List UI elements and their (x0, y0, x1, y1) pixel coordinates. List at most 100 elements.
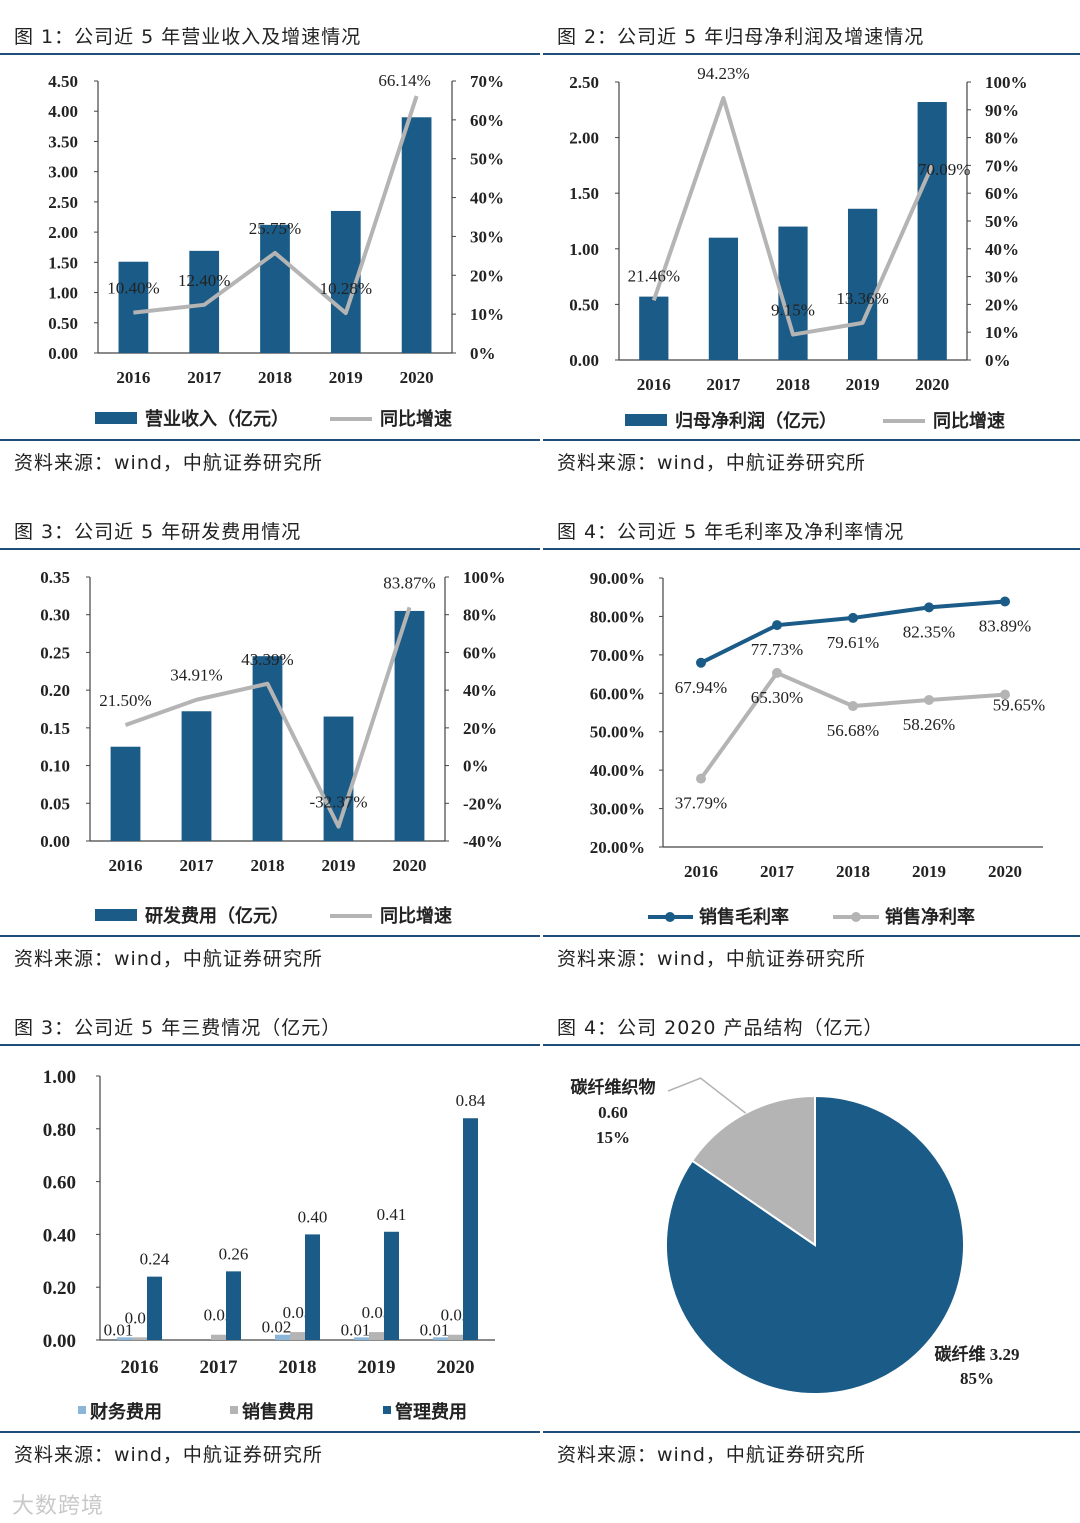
data-label: 67.94% (675, 678, 727, 697)
y2-tick-label: 0% (470, 344, 496, 363)
bar (708, 237, 739, 360)
y2-tick-label: -20% (463, 794, 503, 813)
y-tick-label: 0.00 (569, 351, 599, 370)
y2-tick-label: 60% (985, 184, 1019, 203)
x-tick-label: 2019 (912, 862, 946, 881)
y2-tick-label: 60% (463, 643, 497, 662)
data-label: 13.36% (836, 289, 888, 308)
bar (847, 208, 878, 360)
chart-4: 20.00% 30.00% 40.00% 50.00% 60.00% 70.00% 80.0… (590, 569, 1045, 927)
chart-title: 图 1：公司近 5 年营业收入及增速情况 (14, 26, 362, 48)
chart-title: 图 4：公司 2020 产品结构（亿元） (557, 1017, 884, 1039)
bar (401, 117, 432, 353)
data-label: 82.35% (903, 622, 955, 641)
slice-percent: 85% (960, 1369, 994, 1388)
data-point (924, 694, 934, 705)
data-label: 0.24 (140, 1250, 170, 1269)
data-label: 9.15% (771, 301, 815, 320)
y2-tick-label: 70% (470, 72, 504, 91)
y-tick-label: 90.00% (590, 569, 645, 588)
y2-tick-label: -40% (463, 832, 503, 851)
x-tick-label: 2019 (846, 375, 880, 394)
slice-percent: 15% (596, 1128, 630, 1147)
data-label: 58.26% (903, 715, 955, 734)
data-label: 79.61% (827, 633, 879, 652)
legend-marker (665, 912, 675, 922)
y-tick-label: 30.00% (590, 800, 645, 819)
y-tick-label: 2.00 (569, 129, 599, 148)
x-tick-label: 2017 (760, 862, 795, 881)
y2-tick-label: 80% (985, 129, 1019, 148)
y-tick-label: 2.50 (48, 193, 78, 212)
x-tick-label: 2017 (200, 1357, 239, 1378)
y2-tick-label: 40% (470, 189, 504, 208)
source-note: 资料来源：wind，中航证券研究所 (557, 1444, 866, 1466)
divider (0, 1044, 540, 1046)
legend-label: 销售毛利率 (699, 906, 789, 927)
divider (543, 548, 1080, 550)
data-label: 12.40% (178, 271, 230, 290)
x-tick-label: 2019 (322, 856, 356, 875)
legend-swatch (78, 1406, 86, 1414)
x-tick-label: 2019 (329, 368, 363, 387)
data-label: 0.41 (377, 1205, 407, 1224)
chart-title: 图 3：公司近 5 年三费情况（亿元） (14, 1017, 342, 1039)
legend-label: 管理费用 (395, 1401, 467, 1422)
x-tick-label: 2017 (706, 375, 741, 394)
y-tick-label: 3.00 (48, 163, 78, 182)
legend-label: 财务费用 (90, 1401, 162, 1422)
y2-tick-label: 100% (985, 73, 1028, 92)
legend-label: 同比增速 (380, 905, 452, 926)
y2-tick-label: 40% (985, 240, 1019, 259)
growth-line (124, 606, 412, 829)
chart-1: 0.00 0.50 1.00 1.50 2.00 2.50 3.00 3.50 4.00 4.50… (48, 71, 504, 429)
legend-label: 同比增速 (933, 410, 1005, 431)
legend-label: 营业收入（亿元） (145, 408, 289, 429)
data-point (848, 612, 858, 623)
data-label: 0.01 (104, 1320, 134, 1339)
y-tick-label: 70.00% (590, 646, 645, 665)
y2-tick-label: 0% (463, 757, 489, 776)
source-note: 资料来源：wind，中航证券研究所 (557, 452, 866, 474)
data-label: 0.01 (420, 1320, 450, 1339)
data-label: 0.01 (125, 1308, 155, 1327)
bar (118, 261, 149, 353)
bar (384, 1231, 399, 1340)
y-tick-label: 80.00% (590, 607, 645, 626)
bar (226, 1271, 241, 1340)
data-label: 37.79% (675, 794, 727, 813)
legend-label: 销售净利率 (885, 906, 975, 927)
bar (275, 1334, 290, 1340)
y-tick-label: 0.50 (569, 295, 599, 314)
y2-tick-label: 70% (985, 156, 1019, 175)
y2-tick-label: 20% (470, 266, 504, 285)
x-tick-label: 2020 (915, 375, 949, 394)
y-tick-label: 4.00 (48, 102, 78, 121)
y-tick-label: 0.20 (40, 681, 70, 700)
bar (117, 1337, 132, 1340)
bar (147, 1276, 162, 1340)
y-tick-label: 0.00 (48, 344, 78, 363)
y2-tick-label: 80% (463, 606, 497, 625)
x-tick-label: 2018 (251, 856, 285, 875)
bar (394, 610, 425, 841)
legend-swatch (95, 909, 137, 921)
data-label: 21.46% (628, 266, 680, 285)
bar (211, 1334, 226, 1340)
x-tick-label: 2020 (988, 862, 1022, 881)
data-label: 0.01 (341, 1320, 371, 1339)
data-label: 0.02 (204, 1306, 234, 1325)
y-tick-label: 1.00 (48, 284, 78, 303)
growth-line (651, 96, 935, 337)
bar (189, 250, 220, 353)
data-label: 34.91% (170, 666, 222, 685)
x-tick-label: 2016 (121, 1357, 159, 1378)
data-point (696, 657, 706, 668)
data-point (848, 701, 858, 712)
y2-tick-label: 10% (985, 323, 1019, 342)
bar (917, 102, 947, 361)
data-label: 94.23% (697, 64, 749, 83)
chart-5: 0.000.200.400.600.801.0020160.010.010.24… (43, 1067, 495, 1422)
y-tick-label: 0.00 (40, 832, 70, 851)
data-label: 65.30% (751, 688, 803, 707)
